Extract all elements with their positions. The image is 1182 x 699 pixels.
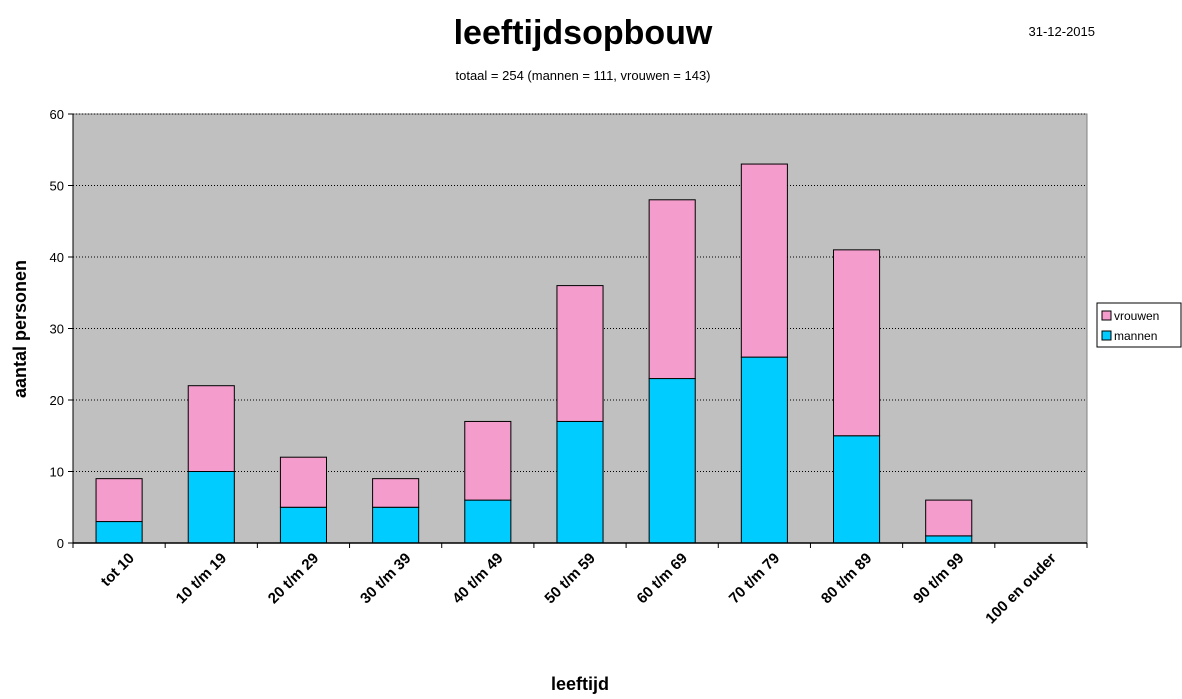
chart-title: leeftijdsopbouw xyxy=(454,14,713,52)
legend-label-vrouwen: vrouwen xyxy=(1114,309,1159,323)
y-tick-label: 0 xyxy=(57,536,64,551)
bar-mannen-0 xyxy=(95,521,143,544)
bar-mannen-1 xyxy=(187,471,235,544)
bar-vrouwen-1 xyxy=(187,385,235,473)
y-axis-title: aantal personen xyxy=(10,260,30,398)
y-tick-label: 20 xyxy=(50,393,64,408)
bar-mannen-5 xyxy=(556,420,604,544)
x-tick-label: 60 t/m 69 xyxy=(634,550,691,607)
y-tick-label: 40 xyxy=(50,250,64,265)
bar-mannen-6 xyxy=(648,378,696,544)
x-tick-label: 100 en ouder xyxy=(982,550,1060,628)
bar-mannen-4 xyxy=(464,499,512,544)
y-tick-label: 60 xyxy=(50,107,64,122)
bar-mannen-8 xyxy=(833,435,881,544)
bar-vrouwen-4 xyxy=(464,420,512,501)
x-tick-label: 70 t/m 79 xyxy=(726,550,783,607)
bar-vrouwen-2 xyxy=(279,456,327,508)
bar-mannen-9 xyxy=(925,535,973,544)
bar-vrouwen-6 xyxy=(648,199,696,380)
y-tick-label: 10 xyxy=(50,465,64,480)
x-tick-label: 90 t/m 99 xyxy=(910,550,967,607)
legend-swatch-vrouwen xyxy=(1101,310,1112,321)
bar-mannen-2 xyxy=(279,506,327,544)
bar-mannen-3 xyxy=(372,506,420,544)
bar-vrouwen-8 xyxy=(833,249,881,437)
bar-vrouwen-7 xyxy=(740,163,788,358)
bars xyxy=(95,163,973,544)
axes xyxy=(68,113,1088,548)
legend-label-mannen: mannen xyxy=(1114,329,1157,343)
y-tick-label: 50 xyxy=(50,179,64,194)
x-tick-label: tot 10 xyxy=(98,550,138,590)
bar-vrouwen-0 xyxy=(95,478,143,523)
x-tick-label: 30 t/m 39 xyxy=(357,550,414,607)
y-tick-labels: 0 10 20 30 40 50 60 xyxy=(50,107,64,551)
bar-vrouwen-9 xyxy=(925,499,973,537)
x-axis-title: leeftijd xyxy=(551,674,609,694)
x-tick-label: 10 t/m 19 xyxy=(173,550,230,607)
x-tick-labels: tot 10 10 t/m 19 20 t/m 29 30 t/m 39 40 t/m … xyxy=(98,550,1060,628)
y-tick-label: 30 xyxy=(50,322,64,337)
x-tick-label: 40 t/m 49 xyxy=(449,550,506,607)
x-tick-label: 50 t/m 59 xyxy=(541,550,598,607)
legend: vrouwen mannen xyxy=(1096,302,1182,348)
bar-vrouwen-5 xyxy=(556,285,604,422)
chart-subtitle: totaal = 254 (mannen = 111, vrouwen = 14… xyxy=(456,68,711,83)
chart-date: 31-12-2015 xyxy=(1029,24,1096,39)
x-tick-label: 20 t/m 29 xyxy=(265,550,322,607)
bar-vrouwen-3 xyxy=(372,478,420,508)
bar-mannen-7 xyxy=(740,356,788,544)
x-tick-label: 80 t/m 89 xyxy=(818,550,875,607)
legend-swatch-mannen xyxy=(1101,330,1112,341)
